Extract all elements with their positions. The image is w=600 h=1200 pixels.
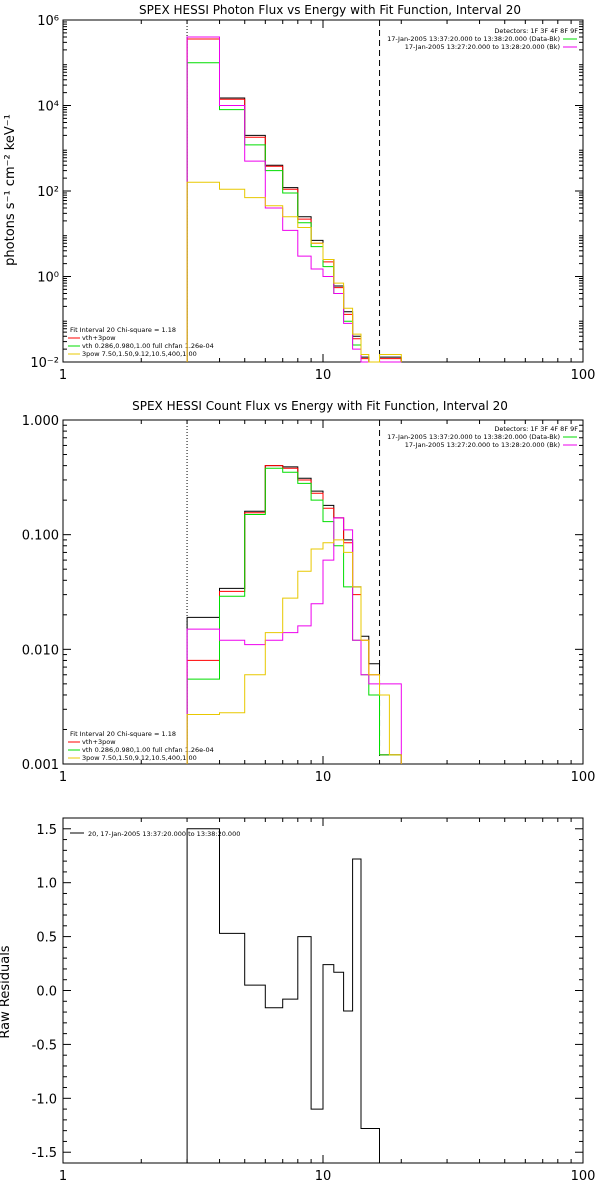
residuals-y-tick-label: -0.5: [32, 1038, 57, 1053]
count-flux-annotation-left-3: 3pow 7.50,1.50,9.12,10.5,400,1.00: [82, 754, 197, 762]
count-flux-series-3pow: [186, 539, 402, 764]
residuals-x-tick-label: 100: [571, 1169, 596, 1184]
residuals-y-tick-label: 1.5: [36, 823, 57, 838]
photon-flux-series-bk: [186, 36, 402, 363]
photon-flux-annotation-left-1: vth+3pow: [82, 334, 116, 342]
count-flux-series-bk: [186, 517, 402, 764]
residuals-ylabel: Raw Residuals: [0, 945, 13, 1038]
residuals-x-tick-label: 1: [59, 1169, 67, 1184]
photon-flux-y-tick-label: 10⁶: [37, 14, 59, 29]
count-flux-title: SPEX HESSI Count Flux vs Energy with Fit…: [132, 399, 508, 413]
photon-flux-axes-frame: [62, 19, 584, 363]
photon-flux-series-vth: [186, 62, 402, 363]
photon-flux-y-tick-label: 10⁰: [37, 271, 59, 286]
count-flux-x-tick-label: 100: [571, 770, 596, 785]
count-flux-annotation-right-1: 17-Jan-2005 13:37:20.000 to 13:38:20.000…: [387, 433, 560, 441]
photon-flux-x-tick-label: 1: [59, 368, 67, 383]
residuals-y-tick-label: -1.5: [32, 1146, 57, 1161]
residuals-y-tick-label: 0.5: [36, 931, 57, 946]
count-flux-y-tick-label: 0.001: [22, 758, 59, 773]
photon-flux-panel: SPEX HESSI Photon Flux vs Energy with Fi…: [3, 3, 595, 383]
count-flux-x-tick-label: 1: [59, 770, 67, 785]
photon-flux-annotation-right-0: Detectors: 1F 3F 4F 8F 9F: [494, 27, 578, 35]
photon-flux-ylabel: photons s⁻¹ cm⁻² keV⁻¹: [3, 114, 18, 266]
photon-flux-series-3pow: [186, 181, 402, 363]
photon-flux-annotation-right-2: 17-Jan-2005 13:27:20.000 to 13:28:20.000…: [405, 43, 560, 51]
photon-flux-y-tick-label: 10²: [37, 185, 59, 200]
residuals-y-tick-label: -1.0: [32, 1092, 57, 1107]
count-flux-x-tick-label: 10: [315, 770, 332, 785]
count-flux-annotation-left-2: vth 0.286,0.980,1.00 full chfan 1.26e-04: [82, 746, 214, 754]
residuals-panel: Raw Residuals 20, 17-Jan-2005 13:37:20.0…: [0, 817, 596, 1184]
residuals-legend-label: 20, 17-Jan-2005 13:37:20.000 to 13:38:20…: [88, 830, 240, 838]
photon-flux-annotation-right-1: 17-Jan-2005 13:37:20.000 to 13:38:20.000…: [387, 35, 560, 43]
count-flux-annotation-left-0: Fit Interval 20 Chi-square = 1.18: [70, 730, 176, 738]
photon-flux-title: SPEX HESSI Photon Flux vs Energy with Fi…: [139, 3, 521, 17]
residuals-x-tick-label: 10: [315, 1169, 332, 1184]
photon-flux-x-tick-label: 10: [315, 368, 332, 383]
count-flux-y-tick-label: 0.010: [22, 643, 59, 658]
count-flux-annotation-right-2: 17-Jan-2005 13:27:20.000 to 13:28:20.000…: [405, 441, 560, 449]
count-flux-series-vth: [186, 467, 402, 764]
photon-flux-y-tick-label: 10⁻²: [30, 356, 59, 371]
count-flux-panel: SPEX HESSI Count Flux vs Energy with Fit…: [22, 399, 596, 785]
count-flux-annotation-right-0: Detectors: 1F 3F 4F 8F 9F: [494, 425, 578, 433]
photon-flux-annotation-left-3: 3pow 7.50,1.50,9.12,10.5,400,1.00: [82, 350, 197, 358]
count-flux-y-tick-label: 1.000: [22, 414, 59, 429]
photon-flux-annotation-left-0: Fit Interval 20 Chi-square = 1.18: [70, 326, 176, 334]
photon-flux-x-tick-label: 100: [571, 368, 596, 383]
count-flux-y-tick-label: 0.100: [22, 529, 59, 544]
residuals-series-residuals: [186, 828, 380, 1163]
residuals-y-tick-label: 0.0: [36, 985, 57, 1000]
photon-flux-y-tick-label: 10⁴: [37, 100, 59, 115]
photon-flux-annotation-left-2: vth 0.286,0.980,1.00 full chfan 1.26e-04: [82, 342, 214, 350]
residuals-y-tick-label: 1.0: [36, 877, 57, 892]
count-flux-annotation-left-1: vth+3pow: [82, 738, 116, 746]
